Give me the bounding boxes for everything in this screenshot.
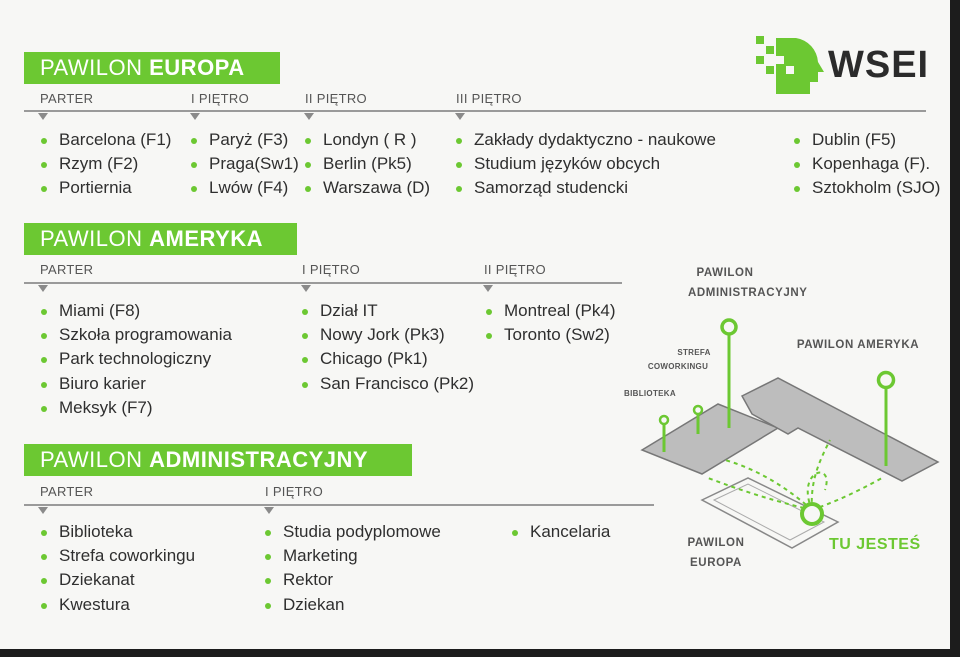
you-are-here-icon bbox=[800, 502, 824, 526]
list-item: Samorząd studencki bbox=[456, 176, 716, 200]
list-item: Barcelona (F1) bbox=[41, 128, 171, 152]
arrow-down-icon bbox=[483, 285, 493, 292]
list-item: Marketing bbox=[265, 544, 441, 568]
arrow-down-icon bbox=[455, 113, 465, 120]
frame-edge bbox=[950, 0, 960, 657]
list-item: Dział IT bbox=[302, 299, 474, 323]
section-banner-administracyjny: PAWILON ADMINISTRACYJNY bbox=[24, 444, 412, 476]
pin-strefa-icon bbox=[692, 404, 704, 416]
list-item: Strefa coworkingu bbox=[41, 544, 195, 568]
list-item: Berlin (Pk5) bbox=[305, 152, 430, 176]
arrow-down-icon bbox=[304, 113, 314, 120]
room-list: Miami (F8) Szkoła programowania Park tec… bbox=[41, 299, 232, 420]
room-list: Londyn ( R ) Berlin (Pk5) Warszawa (D) bbox=[305, 128, 430, 201]
banner-prefix: PAWILON bbox=[40, 55, 150, 80]
map-label-admin-line2: ADMINISTRACYJNY bbox=[688, 287, 808, 299]
list-item: Meksyk (F7) bbox=[41, 396, 232, 420]
map-label-biblioteka: BIBLIOTEKA bbox=[624, 389, 676, 398]
banner-prefix: PAWILON bbox=[40, 226, 150, 251]
frame-edge bbox=[0, 649, 960, 657]
pin-biblioteka-icon bbox=[658, 414, 670, 426]
campus-map bbox=[640, 318, 940, 549]
room-list: Dublin (F5) Kopenhaga (F). Sztokholm (SJ… bbox=[794, 128, 940, 201]
building-europa bbox=[700, 477, 840, 549]
list-item: Kwestura bbox=[41, 593, 195, 617]
column-label: PARTER bbox=[40, 262, 94, 277]
list-item: Studium języków obcych bbox=[456, 152, 716, 176]
list-item: Londyn ( R ) bbox=[305, 128, 430, 152]
pin-ameryka-icon bbox=[876, 370, 896, 390]
map-label-admin-line1: PAWILON bbox=[696, 267, 754, 279]
list-item: Paryż (F3) bbox=[191, 128, 299, 152]
list-item: Kopenhaga (F). bbox=[794, 152, 940, 176]
column-label: II PIĘTRO bbox=[305, 91, 367, 106]
room-list: Kancelaria bbox=[512, 520, 610, 544]
list-item: Rektor bbox=[265, 568, 441, 592]
wsei-logo-icon bbox=[756, 36, 824, 94]
section-banner-europa: PAWILON EUROPA bbox=[24, 52, 280, 84]
map-label-europa-line2: EUROPA bbox=[690, 557, 742, 569]
logo-text: WSEI bbox=[828, 44, 930, 86]
section-rule bbox=[24, 504, 654, 506]
list-item: Zakłady dydaktyczno - naukowe bbox=[456, 128, 716, 152]
list-item: Szkoła programowania bbox=[41, 323, 232, 347]
list-item: Miami (F8) bbox=[41, 299, 232, 323]
list-item: Nowy Jork (Pk3) bbox=[302, 323, 474, 347]
list-item: Rzym (F2) bbox=[41, 152, 171, 176]
section-banner-ameryka: PAWILON AMERYKA bbox=[24, 223, 297, 255]
banner-bold: EUROPA bbox=[149, 55, 245, 80]
column-label: PARTER bbox=[40, 91, 94, 106]
you-are-here-label: TU JESTEŚ bbox=[829, 536, 921, 553]
banner-bold: AMERYKA bbox=[149, 226, 264, 251]
list-item: Sztokholm (SJO) bbox=[794, 176, 940, 200]
section-rule bbox=[24, 282, 622, 284]
list-item: Biuro karier bbox=[41, 372, 232, 396]
list-item: San Francisco (Pk2) bbox=[302, 372, 474, 396]
list-item: Montreal (Pk4) bbox=[486, 299, 615, 323]
list-item: Dziekanat bbox=[41, 568, 195, 592]
building-ameryka bbox=[740, 377, 940, 482]
column-label: II PIĘTRO bbox=[484, 262, 546, 277]
map-label-ameryka: PAWILON AMERYKA bbox=[796, 339, 920, 351]
room-list: Paryż (F3) Praga(Sw1) Lwów (F4) bbox=[191, 128, 299, 201]
room-list: Dział IT Nowy Jork (Pk3) Chicago (Pk1) S… bbox=[302, 299, 474, 396]
map-label-strefa-line1: STREFA bbox=[677, 348, 711, 357]
arrow-down-icon bbox=[38, 113, 48, 120]
room-list: Barcelona (F1) Rzym (F2) Portiernia bbox=[41, 128, 171, 201]
room-list: Montreal (Pk4) Toronto (Sw2) bbox=[486, 299, 615, 347]
arrow-down-icon bbox=[190, 113, 200, 120]
section-rule bbox=[24, 110, 926, 112]
list-item: Praga(Sw1) bbox=[191, 152, 299, 176]
column-label: III PIĘTRO bbox=[456, 91, 522, 106]
map-label-europa-line1: PAWILON bbox=[687, 537, 745, 549]
room-list: Studia podyplomowe Marketing Rektor Dzie… bbox=[265, 520, 441, 617]
list-item: Kancelaria bbox=[512, 520, 610, 544]
room-list: Zakłady dydaktyczno - naukowe Studium ję… bbox=[456, 128, 716, 201]
arrow-down-icon bbox=[38, 507, 48, 514]
list-item: Lwów (F4) bbox=[191, 176, 299, 200]
column-label: I PIĘTRO bbox=[302, 262, 361, 277]
list-item: Dublin (F5) bbox=[794, 128, 940, 152]
list-item: Portiernia bbox=[41, 176, 171, 200]
list-item: Chicago (Pk1) bbox=[302, 347, 474, 371]
pin-admin-icon bbox=[720, 318, 738, 336]
list-item: Studia podyplomowe bbox=[265, 520, 441, 544]
column-label: PARTER bbox=[40, 484, 94, 499]
list-item: Warszawa (D) bbox=[305, 176, 430, 200]
list-item: Biblioteka bbox=[41, 520, 195, 544]
arrow-down-icon bbox=[264, 507, 274, 514]
banner-prefix: PAWILON bbox=[40, 447, 150, 472]
room-list: Biblioteka Strefa coworkingu Dziekanat K… bbox=[41, 520, 195, 617]
list-item: Toronto (Sw2) bbox=[486, 323, 615, 347]
column-label: I PIĘTRO bbox=[191, 91, 250, 106]
arrow-down-icon bbox=[38, 285, 48, 292]
list-item: Dziekan bbox=[265, 593, 441, 617]
map-label-strefa-line2: COWORKINGU bbox=[647, 362, 709, 371]
banner-bold: ADMINISTRACYJNY bbox=[149, 447, 369, 472]
arrow-down-icon bbox=[301, 285, 311, 292]
list-item: Park technologiczny bbox=[41, 347, 232, 371]
column-label: I PIĘTRO bbox=[265, 484, 324, 499]
